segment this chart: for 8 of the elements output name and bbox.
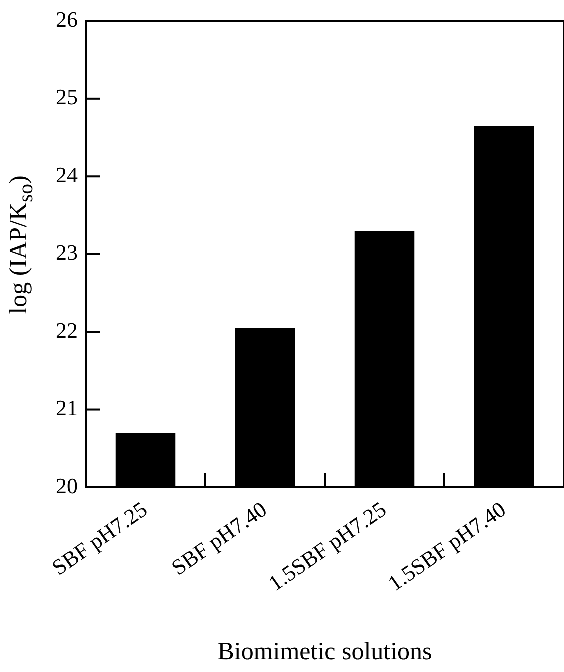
y-tick-label: 20 xyxy=(56,473,78,498)
y-tick-label: 25 xyxy=(56,84,78,110)
y-tick-label: 21 xyxy=(56,396,78,421)
y-tick-label: 23 xyxy=(56,240,78,266)
y-tick-label: 22 xyxy=(56,318,78,343)
x-axis-title: Biomimetic solutions xyxy=(218,638,432,666)
y-tick-label: 26 xyxy=(56,6,78,32)
y-tick-label: 24 xyxy=(56,162,78,188)
